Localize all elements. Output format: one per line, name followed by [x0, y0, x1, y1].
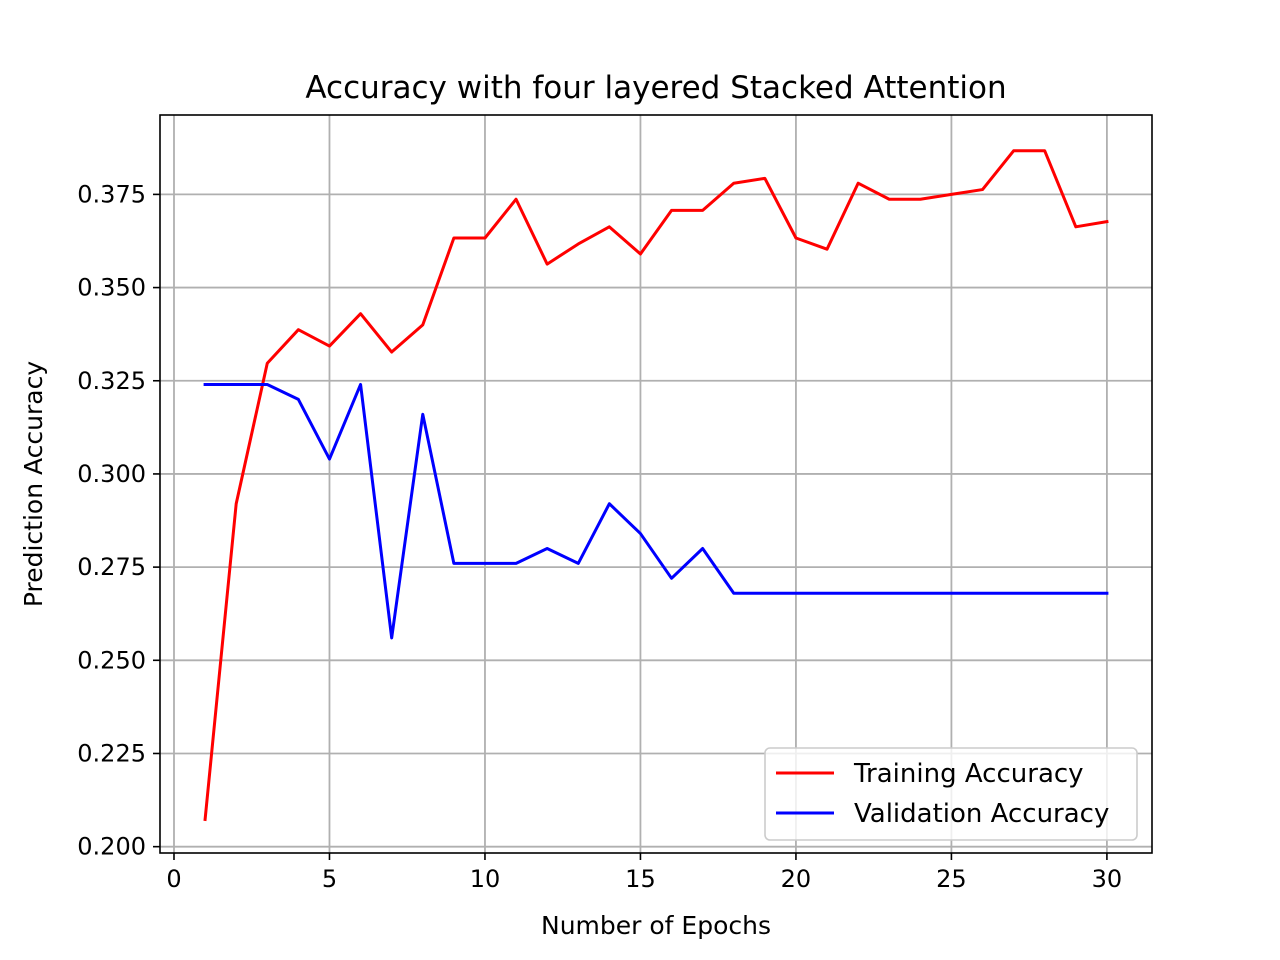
x-tick-label: 10: [470, 865, 501, 893]
y-tick-label: 0.375: [77, 180, 146, 208]
plot-frame: [159, 114, 1153, 854]
chart-title: Accuracy with four layered Stacked Atten…: [305, 70, 1006, 106]
y-tick-label: 0.200: [77, 833, 146, 861]
y-tick-label: 0.250: [77, 646, 146, 674]
x-tick-label: 20: [781, 865, 812, 893]
y-axis-label: Prediction Accuracy: [19, 361, 48, 607]
grid: [160, 115, 1152, 853]
x-axis-ticks: 0 5 10 15 20 25 30: [166, 853, 1122, 893]
legend-label-training-accuracy: Training Accuracy: [853, 759, 1084, 789]
legend: Training Accuracy Validation Accuracy: [764, 747, 1138, 841]
y-tick-label: 0.325: [77, 367, 146, 395]
y-axis-ticks: 0.200 0.225 0.250 0.275 0.300 0.325 0.350 0.375: [77, 180, 160, 861]
x-tick-label: 5: [322, 865, 337, 893]
y-tick-label: 0.225: [77, 739, 146, 767]
x-tick-label: 0: [166, 865, 181, 893]
x-tick-label: 15: [625, 865, 656, 893]
x-tick-label: 25: [936, 865, 967, 893]
training-accuracy-line: [203, 149, 1109, 822]
y-tick-label: 0.275: [77, 553, 146, 581]
series-group: [203, 149, 1109, 822]
x-axis-label: Number of Epochs: [541, 911, 771, 940]
x-tick-label: 30: [1092, 865, 1123, 893]
y-tick-label: 0.300: [77, 460, 146, 488]
legend-box: [764, 747, 1138, 841]
validation-accuracy-line: [203, 382, 1109, 640]
y-tick-label: 0.350: [77, 274, 146, 302]
legend-label-validation-accuracy: Validation Accuracy: [854, 799, 1109, 829]
